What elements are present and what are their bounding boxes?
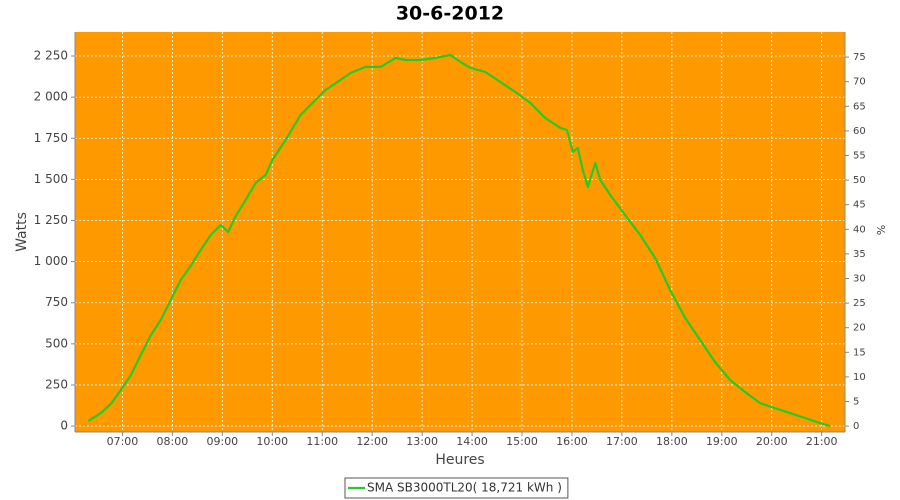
y-tick-label: 1 500 — [34, 172, 68, 186]
y2-tick-label: 75 — [853, 52, 866, 63]
x-tick-label: 10:00 — [256, 435, 288, 448]
y2-tick-label: 0 — [853, 421, 859, 432]
x-tick-label: 11:00 — [306, 435, 338, 448]
series-line — [87, 53, 831, 428]
y-tick-label: 250 — [45, 377, 68, 391]
plot-background — [75, 32, 845, 432]
y-tick-label: 750 — [45, 295, 68, 309]
x-tick-label: 17:00 — [606, 435, 638, 448]
y2-tick-label: 30 — [853, 273, 866, 284]
x-tick-label: 18:00 — [656, 435, 688, 448]
y2-tick-label: 15 — [853, 347, 866, 358]
x-tick-label: 15:00 — [506, 435, 538, 448]
y2-tick-label: 10 — [853, 372, 866, 383]
x-tick-label: 12:00 — [356, 435, 388, 448]
x-axis-label: Heures — [435, 452, 484, 468]
y-tick-label: 1 250 — [34, 213, 68, 227]
y2-tick-label: 55 — [853, 150, 866, 161]
legend-box — [344, 477, 569, 499]
y-tick-label: 500 — [45, 336, 68, 350]
legend-label: SMA SB3000TL20( 18,721 kWh ) — [367, 481, 562, 495]
x-tick-label: 07:00 — [107, 435, 139, 448]
y2-tick-label: 20 — [853, 323, 866, 334]
x-tick-label: 14:00 — [456, 435, 488, 448]
y2-tick-label: 35 — [853, 249, 866, 260]
y2-tick-label: 40 — [853, 224, 866, 235]
y-tick-label: 1 750 — [34, 131, 68, 145]
y2-tick-label: 60 — [853, 126, 866, 137]
y-tick-label: 0 — [60, 419, 68, 433]
legend: SMA SB3000TL20( 18,721 kWh ) — [344, 477, 569, 499]
x-tick-label: 09:00 — [206, 435, 238, 448]
y2-tick-label: 5 — [853, 396, 859, 407]
y-tick-label: 2 000 — [34, 90, 68, 104]
x-tick-label: 13:00 — [406, 435, 438, 448]
x-tick-label: 21:00 — [806, 435, 838, 448]
y2-tick-label: 70 — [853, 77, 866, 88]
y-tick-label: 2 250 — [34, 49, 68, 63]
y-tick-label: 1 000 — [34, 254, 68, 268]
y2-tick-label: 25 — [853, 298, 866, 309]
y2-tick-label: 65 — [853, 101, 866, 112]
x-tick-label: 08:00 — [157, 435, 189, 448]
y2-tick-label: 50 — [853, 175, 866, 186]
y-axis-label: Watts — [14, 212, 30, 252]
x-tick-label: 16:00 — [556, 435, 588, 448]
x-tick-label: 19:00 — [706, 435, 738, 448]
x-tick-label: 20:00 — [756, 435, 788, 448]
chart-title: 30-6-2012 — [396, 3, 504, 25]
y2-axis-label: % — [874, 225, 887, 235]
y2-tick-label: 45 — [853, 200, 866, 211]
